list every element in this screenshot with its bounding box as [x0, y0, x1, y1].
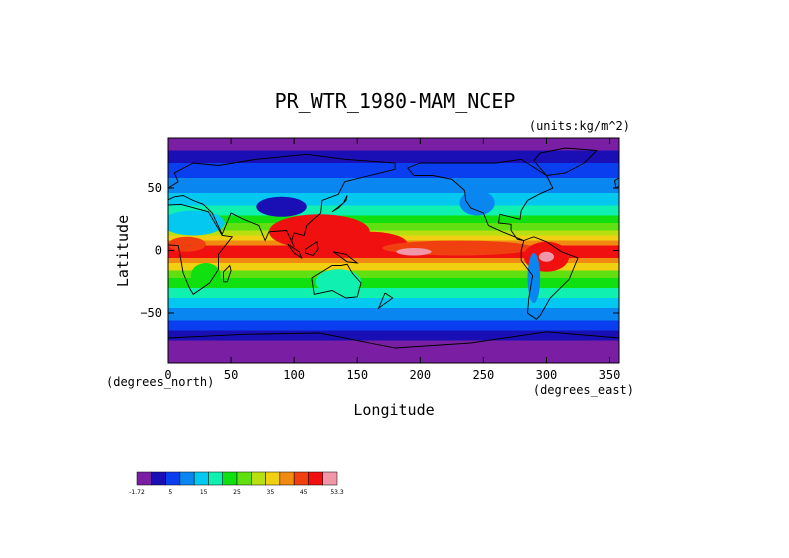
colorbar-tick-label: 15 [200, 489, 208, 496]
field-band [168, 258, 619, 263]
coastline [533, 147, 598, 176]
field-band [168, 278, 619, 288]
x-tick-label: 300 [536, 368, 558, 382]
field-band [168, 308, 619, 321]
chart-title: PR_WTR_1980-MAM_NCEP [275, 89, 516, 113]
colorbar-swatch [208, 471, 223, 486]
colorbar-tick-label: 5 [168, 489, 172, 496]
field-band [168, 205, 619, 216]
colorbar-swatch [279, 471, 295, 486]
colorbar-tick-label: 53.3 [330, 489, 344, 496]
colorbar-swatch [179, 471, 195, 486]
colorbar-swatch [251, 471, 266, 486]
field-band [168, 340, 619, 363]
field-band [168, 270, 619, 278]
colorbar-tick-label: 35 [267, 489, 275, 496]
field-band [168, 223, 619, 231]
coastline [168, 331, 619, 349]
field-band [168, 193, 619, 206]
x-axis-label: Longitude [353, 401, 434, 419]
coastline [287, 243, 303, 260]
coastline [331, 195, 348, 213]
x-tick-label: 0 [164, 368, 171, 382]
colorbar-tick-label: -1.72 [129, 489, 145, 496]
x-units-label: (degrees_east) [533, 383, 634, 397]
coastline [305, 241, 319, 257]
field-band [168, 320, 619, 331]
y-axis-label: Latitude [114, 215, 132, 287]
colorbar-swatch [308, 471, 323, 486]
x-tick-label: 350 [599, 368, 621, 382]
y-tick-label: −50 [140, 306, 162, 320]
x-tick-label: 50 [224, 368, 238, 382]
field-band [168, 150, 619, 163]
colorbar-swatch [193, 471, 209, 486]
coastline [614, 177, 619, 189]
colorbar [136, 471, 338, 486]
colorbar-swatch [236, 471, 252, 486]
x-tick-label: 150 [346, 368, 368, 382]
colorbar-swatch [136, 471, 152, 486]
field-band [168, 263, 619, 271]
field-feature [315, 269, 362, 295]
field-band [168, 288, 619, 298]
colorbar-swatch [165, 471, 181, 486]
colorbar-swatch [151, 471, 166, 486]
y-tick-label: 0 [155, 244, 162, 258]
coastline [223, 264, 232, 283]
field-band [168, 330, 619, 341]
field-feature [256, 196, 307, 217]
heatmap-field [168, 138, 619, 363]
colorbar-swatch [265, 471, 281, 486]
coastline [407, 158, 554, 241]
coastline [311, 263, 362, 299]
colorbar-swatch [222, 471, 238, 486]
y-units-label: (degrees_north) [106, 375, 214, 389]
colorbar-tick-label: 25 [233, 489, 241, 496]
field-band [168, 138, 619, 151]
x-tick-label: 100 [283, 368, 305, 382]
field-band [168, 163, 619, 178]
units-label: (units:kg/m^2) [529, 119, 630, 133]
field-feature [527, 253, 541, 303]
colorbar-swatch [293, 471, 309, 486]
field-band [168, 298, 619, 308]
field-band [168, 230, 619, 236]
field-feature [396, 248, 432, 256]
field-feature [168, 236, 206, 252]
coastline [168, 153, 396, 247]
field-band [168, 178, 619, 193]
x-tick-label: 250 [473, 368, 495, 382]
field-feature [190, 263, 221, 288]
coastline [168, 203, 234, 295]
field-band [168, 215, 619, 223]
coastline [377, 292, 394, 310]
x-tick-label: 200 [409, 368, 431, 382]
coastline [520, 236, 579, 320]
field-feature [538, 251, 555, 262]
colorbar-tick-label: 45 [300, 489, 308, 496]
coastline [333, 251, 359, 264]
field-feature [168, 210, 225, 236]
field-feature [459, 190, 495, 216]
y-tick-label: 50 [148, 181, 162, 195]
colorbar-swatch [322, 471, 338, 486]
